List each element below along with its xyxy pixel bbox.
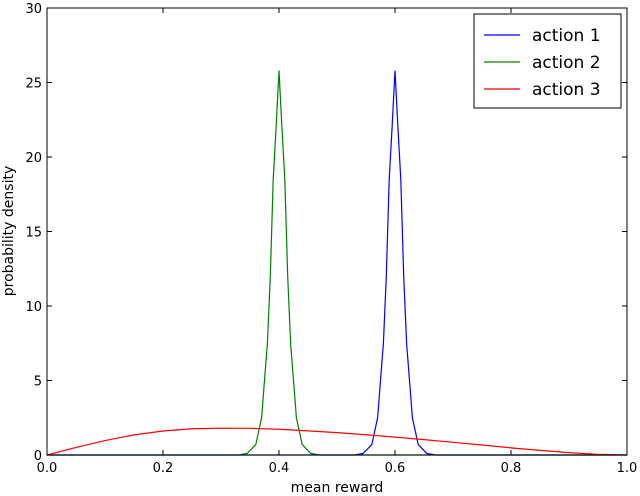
y-tick-label: 20 (25, 151, 42, 166)
x-tick-label: 0.0 (37, 461, 58, 476)
x-axis-label: mean reward (291, 480, 384, 496)
series-line-1 (47, 70, 627, 456)
x-axis: 0.0 0.2 0.4 0.6 0.8 1.0 (37, 8, 638, 476)
x-tick-label: 0.4 (269, 461, 290, 476)
y-tick-label: 10 (25, 300, 42, 315)
legend-box (473, 13, 622, 109)
legend-label: action 3 (532, 80, 601, 100)
series-line-2 (47, 70, 627, 456)
x-tick-label: 1.0 (617, 461, 638, 476)
y-axis-label: probability density (1, 166, 17, 296)
y-tick-label: 15 (25, 226, 42, 241)
y-tick-label: 30 (25, 2, 42, 17)
x-tick-label: 0.8 (501, 461, 522, 476)
y-tick-label: 5 (34, 375, 42, 390)
series-line-3 (46, 427, 628, 456)
y-axis: 0 5 10 15 20 25 30 (25, 2, 627, 464)
x-tick-label: 0.2 (153, 461, 174, 476)
legend: action 1 action 2 action 3 (473, 13, 622, 109)
y-tick-label: 25 (25, 77, 42, 92)
legend-label: action 2 (532, 53, 601, 73)
x-tick-label: 0.6 (385, 461, 406, 476)
y-tick-label: 0 (34, 449, 42, 464)
plot-lines (46, 70, 628, 456)
legend-label: action 1 (532, 26, 601, 46)
